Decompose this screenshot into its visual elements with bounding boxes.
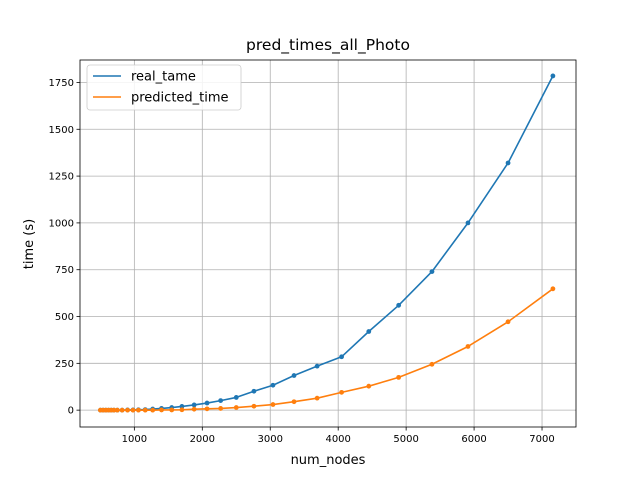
data-point-real-tame xyxy=(396,302,402,308)
series-layer xyxy=(97,73,556,413)
y-tick-label: 250 xyxy=(55,359,74,370)
data-point-predicted-time xyxy=(270,402,276,407)
data-point-predicted-time xyxy=(159,407,164,413)
y-tick-label: 1500 xyxy=(49,125,74,136)
data-point-real-tame xyxy=(366,329,372,334)
data-point-real-tame xyxy=(429,269,435,274)
chart-title: pred_times_all_Photo xyxy=(246,36,410,55)
legend-box xyxy=(86,64,242,111)
data-point-predicted-time xyxy=(114,407,120,413)
data-point-predicted-time xyxy=(169,407,175,413)
data-point-predicted-time xyxy=(119,407,125,413)
data-point-predicted-time xyxy=(339,389,344,395)
y-tick-label: 1000 xyxy=(49,218,74,229)
y-tick-label: 750 xyxy=(55,265,74,276)
data-point-real-tame xyxy=(218,398,224,403)
data-point-predicted-time xyxy=(218,406,224,411)
x-tick-label: 1000 xyxy=(122,434,147,445)
data-point-predicted-time xyxy=(150,407,156,413)
data-point-predicted-time xyxy=(191,406,197,412)
data-point-predicted-time xyxy=(251,403,257,409)
data-point-predicted-time xyxy=(314,395,320,401)
legend: real_tame predicted_time xyxy=(86,64,242,111)
data-point-real-tame xyxy=(314,363,320,369)
data-point-real-tame xyxy=(251,388,257,394)
x-tick-label: 4000 xyxy=(325,434,350,445)
y-tick-label: 1750 xyxy=(49,78,74,89)
y-tick-label: 0 xyxy=(68,406,74,417)
data-point-real-tame xyxy=(191,402,197,408)
data-point-predicted-time xyxy=(233,405,239,410)
data-point-predicted-time xyxy=(111,407,117,413)
data-point-predicted-time xyxy=(465,344,471,349)
legend-label-real-tame: real_tame xyxy=(131,70,196,85)
data-point-predicted-time xyxy=(429,361,435,367)
data-point-real-tame xyxy=(204,400,210,406)
data-point-predicted-time xyxy=(179,407,185,413)
data-point-real-tame xyxy=(550,73,556,79)
data-point-real-tame xyxy=(233,395,239,400)
x-tick-label: 6000 xyxy=(461,434,486,445)
data-point-predicted-time xyxy=(130,407,136,413)
x-tick-label: 7000 xyxy=(529,434,554,445)
data-point-real-tame xyxy=(339,354,344,360)
data-point-predicted-time xyxy=(505,319,511,325)
data-point-predicted-time xyxy=(291,399,297,405)
y-tick-label: 1250 xyxy=(49,172,74,183)
data-point-predicted-time xyxy=(125,407,130,413)
plot-frame xyxy=(79,59,577,428)
data-point-real-tame xyxy=(505,160,511,166)
data-point-predicted-time xyxy=(136,407,141,413)
legend-label-predicted-time: predicted_time xyxy=(131,91,229,106)
y-axis-label: time (s) xyxy=(22,219,37,269)
x-tick-label: 2000 xyxy=(190,434,215,445)
data-point-predicted-time xyxy=(366,383,372,389)
data-point-real-tame xyxy=(465,220,471,226)
x-tick-label: 5000 xyxy=(393,434,418,445)
y-tick-label: 500 xyxy=(55,312,74,323)
data-point-predicted-time xyxy=(396,374,402,380)
data-point-real-tame xyxy=(270,382,276,388)
x-tick-label: 3000 xyxy=(258,434,283,445)
x-axis-label: num_nodes xyxy=(291,453,366,468)
data-point-real-tame xyxy=(291,373,297,378)
data-point-predicted-time xyxy=(550,286,556,292)
data-point-predicted-time xyxy=(204,406,210,412)
ticks: 1000 2000 3000 4000 5000 6000 7000 0 250 500 750 10… xyxy=(49,78,555,445)
data-point-real-tame xyxy=(179,404,185,409)
data-point-predicted-time xyxy=(142,407,148,413)
